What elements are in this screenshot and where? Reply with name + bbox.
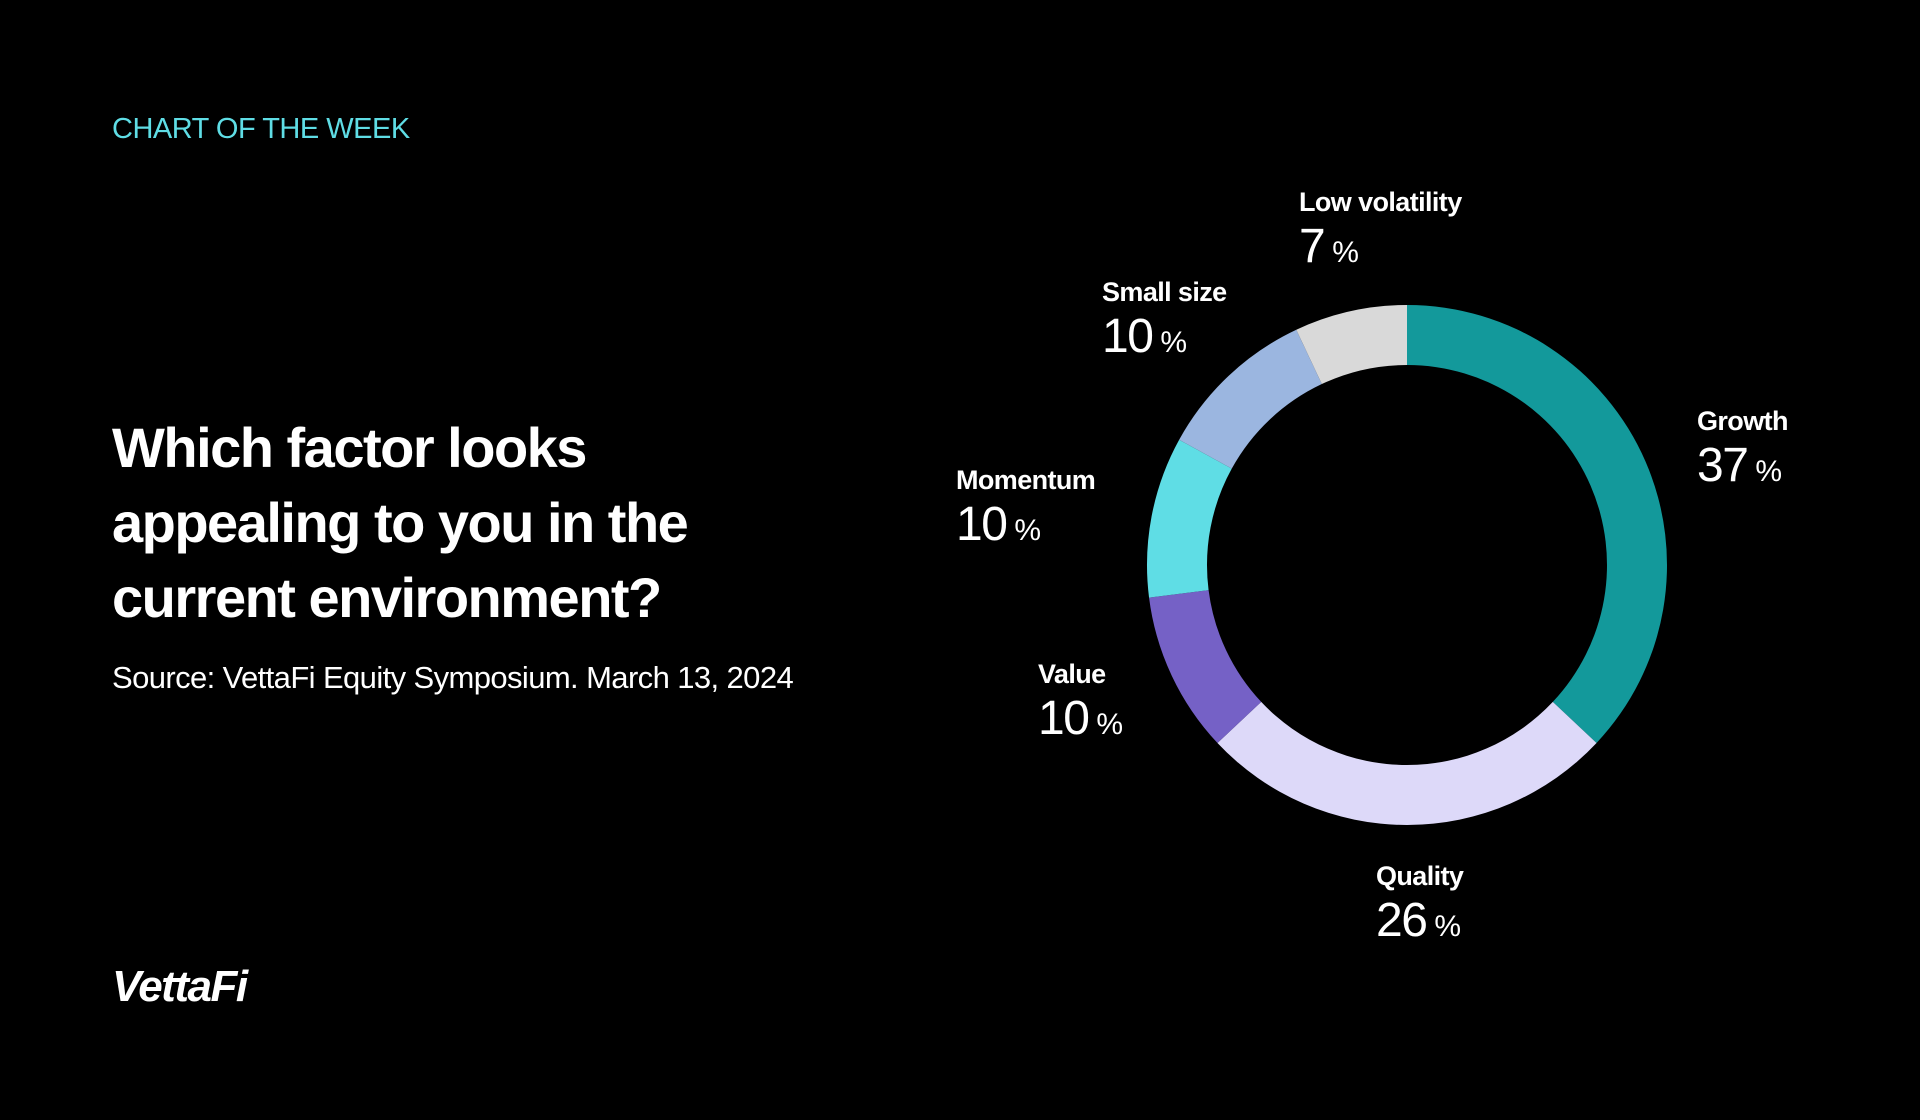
slice-label-small-size: Small size 10% [1102, 276, 1227, 372]
donut-slice-small-size [1179, 329, 1322, 469]
slice-value-number: 10 [1038, 692, 1090, 745]
donut-slice-momentum [1146, 439, 1232, 598]
slice-value-unit: % [1332, 236, 1359, 269]
slice-value-number: 37 [1697, 439, 1749, 492]
slice-value-unit: % [1755, 455, 1783, 488]
slice-value-number: 10 [956, 498, 1008, 551]
slice-value-growth: 37% [1697, 437, 1788, 501]
slice-value-unit: % [1096, 708, 1124, 741]
slice-value-quality: 26% [1376, 892, 1463, 956]
chart-headline: Which factor looks appealing to you in t… [112, 416, 689, 629]
slice-value-number: 10 [1102, 310, 1154, 363]
slice-value-low-volatility: 7% [1299, 218, 1462, 282]
donut-slice-quality [1217, 701, 1597, 825]
donut-slice-value [1149, 590, 1262, 743]
slice-name-quality: Quality [1376, 861, 1464, 891]
slice-label-momentum: Momentum 10% [956, 464, 1096, 560]
slice-value-unit: % [1014, 514, 1042, 547]
slice-label-low-volatility: Low volatility 7% [1299, 186, 1462, 282]
slice-value-unit: % [1160, 326, 1188, 359]
slice-name-low-volatility: Low volatility [1299, 187, 1462, 217]
slice-value-value: 10% [1038, 690, 1123, 754]
vettafi-logo: VettaFi [112, 962, 248, 1011]
slice-value-small-size: 10% [1102, 308, 1227, 372]
slice-name-momentum: Momentum [956, 465, 1096, 495]
slice-value-number: 7 [1299, 220, 1326, 273]
donut-slice-growth [1407, 305, 1667, 743]
slice-label-value: Value 10% [1038, 658, 1123, 754]
slice-value-momentum: 10% [956, 496, 1095, 560]
slice-name-small-size: Small size [1102, 277, 1227, 307]
slice-value-number: 26 [1376, 894, 1428, 947]
source-note: Source: VettaFi Equity Symposium. March … [112, 660, 794, 695]
slice-label-growth: Growth 37% [1697, 405, 1788, 501]
donut-slice-low-volatility [1296, 305, 1407, 385]
slice-name-growth: Growth [1697, 406, 1788, 436]
slice-name-value: Value [1038, 659, 1106, 689]
eyebrow-label: CHART OF THE WEEK [112, 113, 410, 145]
slice-value-unit: % [1434, 910, 1462, 943]
slice-label-quality: Quality 26% [1376, 860, 1464, 956]
